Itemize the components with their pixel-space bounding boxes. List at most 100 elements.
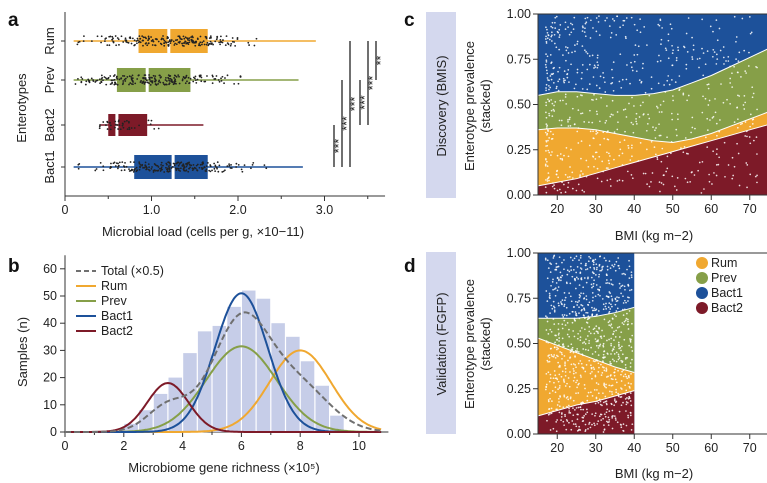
panel-c-point (683, 145, 686, 148)
panel-c-point (729, 77, 732, 80)
panel-c-point (545, 191, 548, 194)
panel-d-point (577, 332, 579, 335)
panel-d-point (624, 273, 627, 276)
panel-c-point (608, 152, 610, 155)
panel-c-point (745, 130, 748, 133)
panel-c-point (566, 73, 569, 75)
panel-c-point (607, 159, 610, 162)
panel-a-point (191, 41, 194, 44)
panel-d-point (586, 395, 589, 398)
panel-a-point (173, 164, 176, 167)
panel-d-point (582, 348, 585, 350)
panel-a-point (184, 169, 187, 172)
panel-d-point (627, 318, 629, 321)
panel-d-point (600, 363, 602, 366)
panel-b-legend-label: Bact1 (101, 309, 133, 323)
panel-a-point (112, 79, 114, 82)
panel-a-point (239, 75, 242, 78)
panel-d-point (579, 256, 582, 259)
panel-d-point (629, 341, 632, 343)
panel-c-point (562, 99, 564, 102)
panel-a-point (221, 41, 224, 44)
panel-d-point (559, 351, 561, 353)
panel-d-point (596, 400, 598, 403)
panel-c-point (548, 114, 551, 117)
panel-c-point (684, 137, 687, 139)
panel-c-point (564, 191, 567, 193)
panel-c-point (693, 174, 696, 176)
panel-d-point (601, 366, 604, 368)
panel-d-point (615, 391, 618, 394)
panel-c-title-band (426, 12, 456, 198)
panel-d-point (546, 359, 549, 362)
panel-c-point (584, 27, 586, 30)
panel-c-point (706, 50, 709, 52)
panel-d-legend-swatch (696, 257, 708, 269)
panel-a-point (205, 37, 208, 40)
panel-d-point (618, 267, 621, 270)
panel-c-point (545, 116, 548, 119)
panel-a-point (136, 78, 139, 80)
panel-a-point (112, 75, 115, 77)
panel-d-point (595, 359, 598, 361)
panel-c-point (748, 136, 751, 138)
panel-d-point (601, 298, 604, 300)
panel-c-point (627, 147, 630, 149)
panel-c-point (653, 146, 656, 148)
panel-c-point (736, 126, 739, 129)
panel-a-significance-label: *** (332, 139, 346, 154)
panel-a-point (100, 35, 103, 38)
panel-c-point (551, 115, 554, 117)
panel-d-point (591, 292, 594, 294)
panel-a-point (162, 38, 165, 40)
panel-a-point (213, 78, 216, 80)
panel-d-point (558, 366, 560, 368)
panel-a-point (167, 41, 170, 44)
panel-c-point (676, 134, 678, 137)
panel-d-point (564, 385, 567, 387)
panel-c-point (731, 86, 734, 88)
panel-d-point (611, 349, 614, 352)
panel-d-point (625, 410, 627, 412)
panel-d-point (554, 391, 557, 394)
panel-c-point (567, 176, 569, 179)
panel-d-point (594, 338, 597, 340)
panel-a-point (195, 81, 198, 84)
panel-d-point (631, 350, 634, 352)
panel-d-point (547, 399, 550, 401)
panel-d-point (595, 284, 598, 286)
panel-a-point (212, 43, 214, 46)
panel-d-point (568, 410, 571, 412)
panel-d-point (628, 385, 631, 388)
panel-d-point (579, 254, 582, 257)
panel-d-point (588, 342, 590, 345)
panel-a-point (202, 162, 204, 165)
panel-a-point (108, 121, 111, 124)
panel-c-point (729, 82, 732, 84)
panel-c-point (687, 17, 690, 19)
panel-a-point (145, 168, 148, 171)
panel-a-point (192, 80, 195, 83)
panel-c-point (691, 116, 694, 119)
panel-c-point (708, 173, 710, 176)
panel-c-point (585, 175, 588, 178)
panel-c-point (714, 98, 716, 100)
panel-a-point (96, 35, 99, 38)
panel-c-point (570, 31, 573, 34)
panel-c-ytick-label: 1.00 (507, 7, 531, 21)
panel-c-point (663, 84, 665, 86)
panel-d-ytick-label: 0.25 (507, 382, 531, 396)
panel-c-point (691, 126, 694, 129)
panel-d-point (602, 303, 605, 306)
panel-c-point (746, 186, 748, 189)
panel-c-point (626, 64, 628, 66)
panel-a-point (134, 43, 136, 46)
panel-d-point (584, 423, 587, 426)
panel-c-point (546, 134, 548, 136)
panel-d-point (584, 317, 586, 320)
panel-d-point (618, 296, 620, 299)
panel-d-point (606, 268, 609, 271)
panel-a-point (187, 170, 190, 173)
panel-d-point (575, 392, 577, 395)
panel-a-point (156, 169, 159, 172)
